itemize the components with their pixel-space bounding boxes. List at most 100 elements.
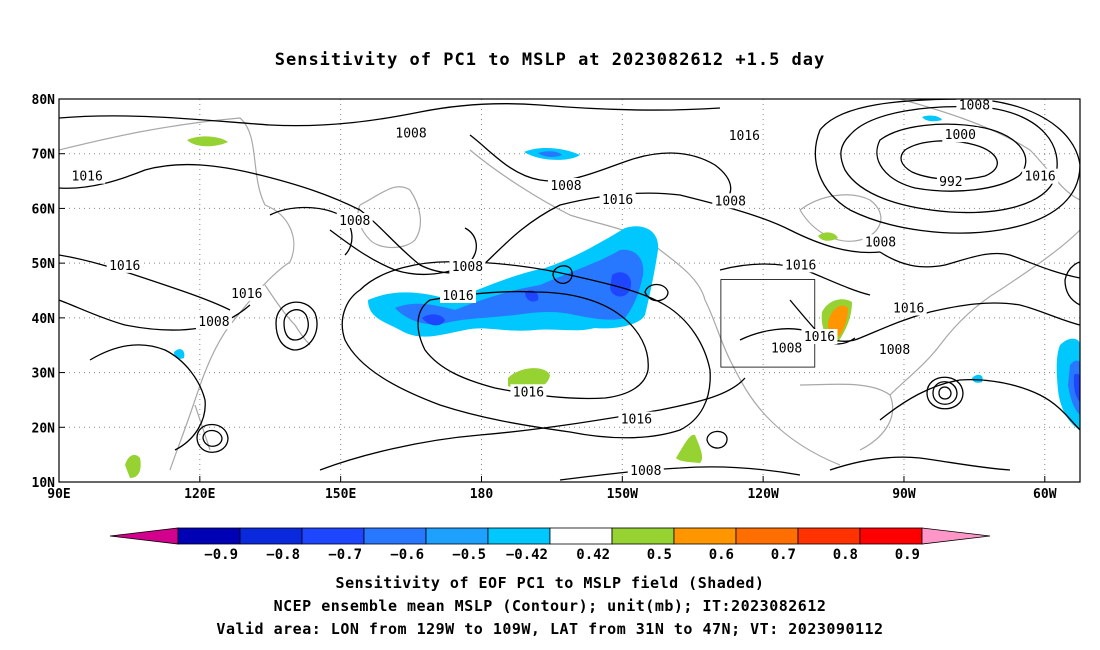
colorbar-segment <box>177 527 241 545</box>
contour-label-bg <box>599 192 636 208</box>
contour-label: 1008 <box>198 315 229 330</box>
lat-label: 20N <box>32 421 56 436</box>
contour-cyclone-sw <box>706 430 728 449</box>
shade-npac-core <box>395 249 644 325</box>
coast-kamchatka <box>357 186 422 249</box>
contour-label: 1016 <box>109 259 140 274</box>
lon-label: 120E <box>184 487 215 502</box>
lat-label: 50N <box>32 257 56 272</box>
colorbar-label: 0.6 <box>709 547 734 563</box>
contour-label: 1008 <box>452 260 483 275</box>
contour-label: 992 <box>939 175 962 190</box>
lat-label: 80N <box>32 93 56 108</box>
contour-label: 1008 <box>630 464 661 479</box>
contour-subtrop-1016 <box>319 377 746 471</box>
colorbar-label: −0.42 <box>506 547 548 563</box>
map-frame <box>58 98 1081 483</box>
contour-label-bg <box>862 234 899 250</box>
lat-label: 60N <box>32 202 56 217</box>
colorbar-label: −0.9 <box>204 547 238 563</box>
lat-label: 30N <box>32 367 56 382</box>
contour-north-1008 <box>59 103 721 127</box>
contour-cyclone-atl-b <box>932 381 958 405</box>
contour-label-bg <box>393 125 430 141</box>
contour-label-bg <box>510 384 547 400</box>
contour-label-bg <box>956 99 993 113</box>
colorbar-label: 0.7 <box>771 547 796 563</box>
caption-line-2: NCEP ensemble mean MSLP (Contour); unit(… <box>273 597 827 615</box>
contour-labels: 1008101610081016101610081016100810081016… <box>69 99 1059 479</box>
shade-small-blue-c <box>972 374 983 383</box>
contour-label: 1008 <box>550 179 581 194</box>
lon-label: 120W <box>747 487 778 502</box>
coast-na-west <box>704 299 841 466</box>
shade-npac-peak-c <box>525 290 539 302</box>
contour-label-bg <box>195 314 232 330</box>
colorbar-segment <box>611 527 675 545</box>
colorbar-label: 0.8 <box>833 547 858 563</box>
contour-label: 1008 <box>879 343 910 358</box>
colorbar-segment <box>487 527 551 545</box>
colorbar-arrow-left <box>109 527 179 545</box>
colorbar-segment <box>549 527 613 545</box>
colorbar-label: −0.5 <box>452 547 486 563</box>
contour-label-bg <box>936 174 965 190</box>
contour-low-1008 <box>469 134 732 206</box>
contour-aleutian <box>329 227 477 276</box>
coast-asia-east <box>59 117 295 471</box>
shade-arctic-blue-core <box>538 151 562 158</box>
contour-label: 1016 <box>804 330 835 345</box>
contour-label-bg <box>942 127 979 143</box>
colorbar-segment <box>363 527 427 545</box>
contour-atl-1016 <box>859 302 1080 339</box>
lon-label: 150E <box>325 487 356 502</box>
contour-label-bg <box>782 257 819 273</box>
contour-east-1008 <box>879 251 1080 279</box>
lat-label: 40N <box>32 312 56 327</box>
shade-green-canada <box>818 232 838 241</box>
colorbar-arrow-right <box>921 527 991 545</box>
contour-label-bg <box>336 213 373 229</box>
contour-low-small-pac-b <box>644 283 669 302</box>
contour-cyclone-phil <box>202 429 223 447</box>
contour-label: 1008 <box>715 194 746 209</box>
contour-atl-ridge <box>879 379 1080 431</box>
colorbar-segment <box>797 527 861 545</box>
shade-npac-peak-b <box>610 272 632 297</box>
colorbar-segment <box>239 527 303 545</box>
contour-label: 1008 <box>865 235 896 250</box>
colorbar-segment <box>735 527 799 545</box>
contour-label: 1000 <box>945 128 976 143</box>
valid-area-box <box>720 279 816 368</box>
colorbar-segment <box>301 527 365 545</box>
contour-label: 1016 <box>621 413 652 428</box>
contour-label: 1016 <box>893 302 924 317</box>
sensitivity-shading <box>125 115 1080 478</box>
contour-label-bg <box>228 285 265 301</box>
contour-westpac-a <box>59 254 231 311</box>
contour-low-small-pac <box>552 265 573 284</box>
contour-label: 1016 <box>785 258 816 273</box>
map-area: 1008101610081016101610081016100810081016… <box>32 93 1081 502</box>
shade-atlantic-peak <box>1073 373 1080 402</box>
contour-cyclone-pac-outer <box>275 301 318 351</box>
contour-cyclone-phil-outer <box>196 424 229 453</box>
lon-label: 90W <box>892 487 916 502</box>
colorbar: −0.9 −0.8 −0.7 −0.6 −0.5 −0.42 0.42 0.5 0.6 0.7 0.… <box>109 527 991 563</box>
coastlines <box>59 99 1080 471</box>
shade-green-sw <box>125 454 141 478</box>
contour-label: 1008 <box>959 99 990 114</box>
lon-label: 60W <box>1033 487 1057 502</box>
contour-label: 1016 <box>231 287 262 302</box>
contour-label: 1008 <box>339 214 370 229</box>
lon-label: 180 <box>470 487 494 502</box>
coast-greenland <box>899 99 1080 201</box>
colorbar-segment <box>673 527 737 545</box>
colorbar-label: 0.9 <box>895 547 920 563</box>
contour-trough <box>479 192 881 269</box>
contour-label-bg <box>712 193 749 209</box>
contour-1008-south <box>559 466 801 481</box>
contour-label-bg <box>618 411 655 427</box>
contour-label: 1008 <box>395 126 426 141</box>
